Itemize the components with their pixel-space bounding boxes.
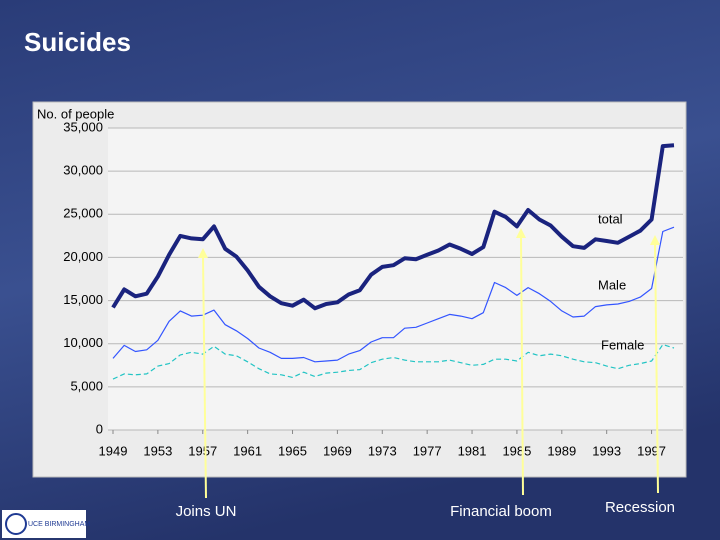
logo: UCE BIRMINGHAM (28, 521, 90, 528)
y-tick-label: 10,000 (63, 335, 103, 350)
series-label: Male (598, 277, 626, 292)
x-tick-label: 1977 (413, 443, 442, 458)
x-tick-label: 1973 (368, 443, 397, 458)
x-tick-label: 1985 (502, 443, 531, 458)
x-tick-label: 1969 (323, 443, 352, 458)
x-tick-label: 1957 (188, 443, 217, 458)
x-tick-label: 1965 (278, 443, 307, 458)
x-tick-label: 1961 (233, 443, 262, 458)
y-axis-title: No. of people (37, 106, 114, 121)
y-tick-label: 25,000 (63, 206, 103, 221)
annotation: Joins UN (176, 503, 237, 520)
series-line (112, 226, 675, 363)
arrow (654, 242, 659, 494)
arrow-head (198, 248, 208, 258)
arrow-head (650, 235, 660, 245)
plot-area (108, 128, 683, 430)
y-tick-label: 15,000 (63, 292, 103, 307)
arrow-head (516, 228, 526, 238)
y-tick-label: 20,000 (63, 249, 103, 264)
annotation-arrows (198, 228, 660, 499)
y-tick-label: 0 (96, 421, 103, 436)
y-tick-label: 35,000 (63, 119, 103, 134)
arrow (520, 235, 524, 496)
series-line (112, 344, 675, 380)
x-tick-label: 1993 (592, 443, 621, 458)
x-tick-label: 1981 (458, 443, 487, 458)
annotation: Recession (605, 499, 675, 516)
series-label: total (598, 211, 623, 226)
slide-title: Suicides (24, 27, 131, 57)
y-tick-label: 5,000 (70, 378, 103, 393)
y-tick-label: 30,000 (63, 163, 103, 178)
annotation: Financial boom (450, 503, 552, 520)
logo-icon (5, 513, 27, 535)
x-tick-label: 1989 (547, 443, 576, 458)
series-label: Female (601, 337, 644, 352)
arrow (202, 255, 207, 499)
x-tick-label: 1949 (99, 443, 128, 458)
x-tick-label: 1997 (637, 443, 666, 458)
x-tick-label: 1953 (143, 443, 172, 458)
series-line (111, 143, 675, 311)
